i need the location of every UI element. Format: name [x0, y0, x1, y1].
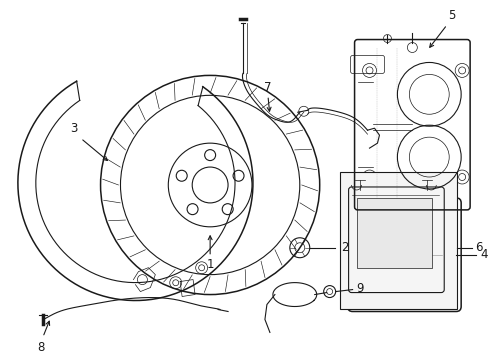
- Text: 2: 2: [340, 241, 347, 254]
- Bar: [356, 198, 431, 268]
- Text: 3: 3: [70, 122, 77, 135]
- Text: 4: 4: [479, 248, 487, 261]
- Text: 8: 8: [37, 341, 44, 354]
- Text: 5: 5: [447, 9, 455, 22]
- Text: 1: 1: [206, 258, 213, 271]
- Text: 7: 7: [264, 81, 271, 94]
- Bar: [339, 172, 456, 310]
- Text: 9: 9: [355, 282, 363, 295]
- Text: 6: 6: [474, 241, 482, 254]
